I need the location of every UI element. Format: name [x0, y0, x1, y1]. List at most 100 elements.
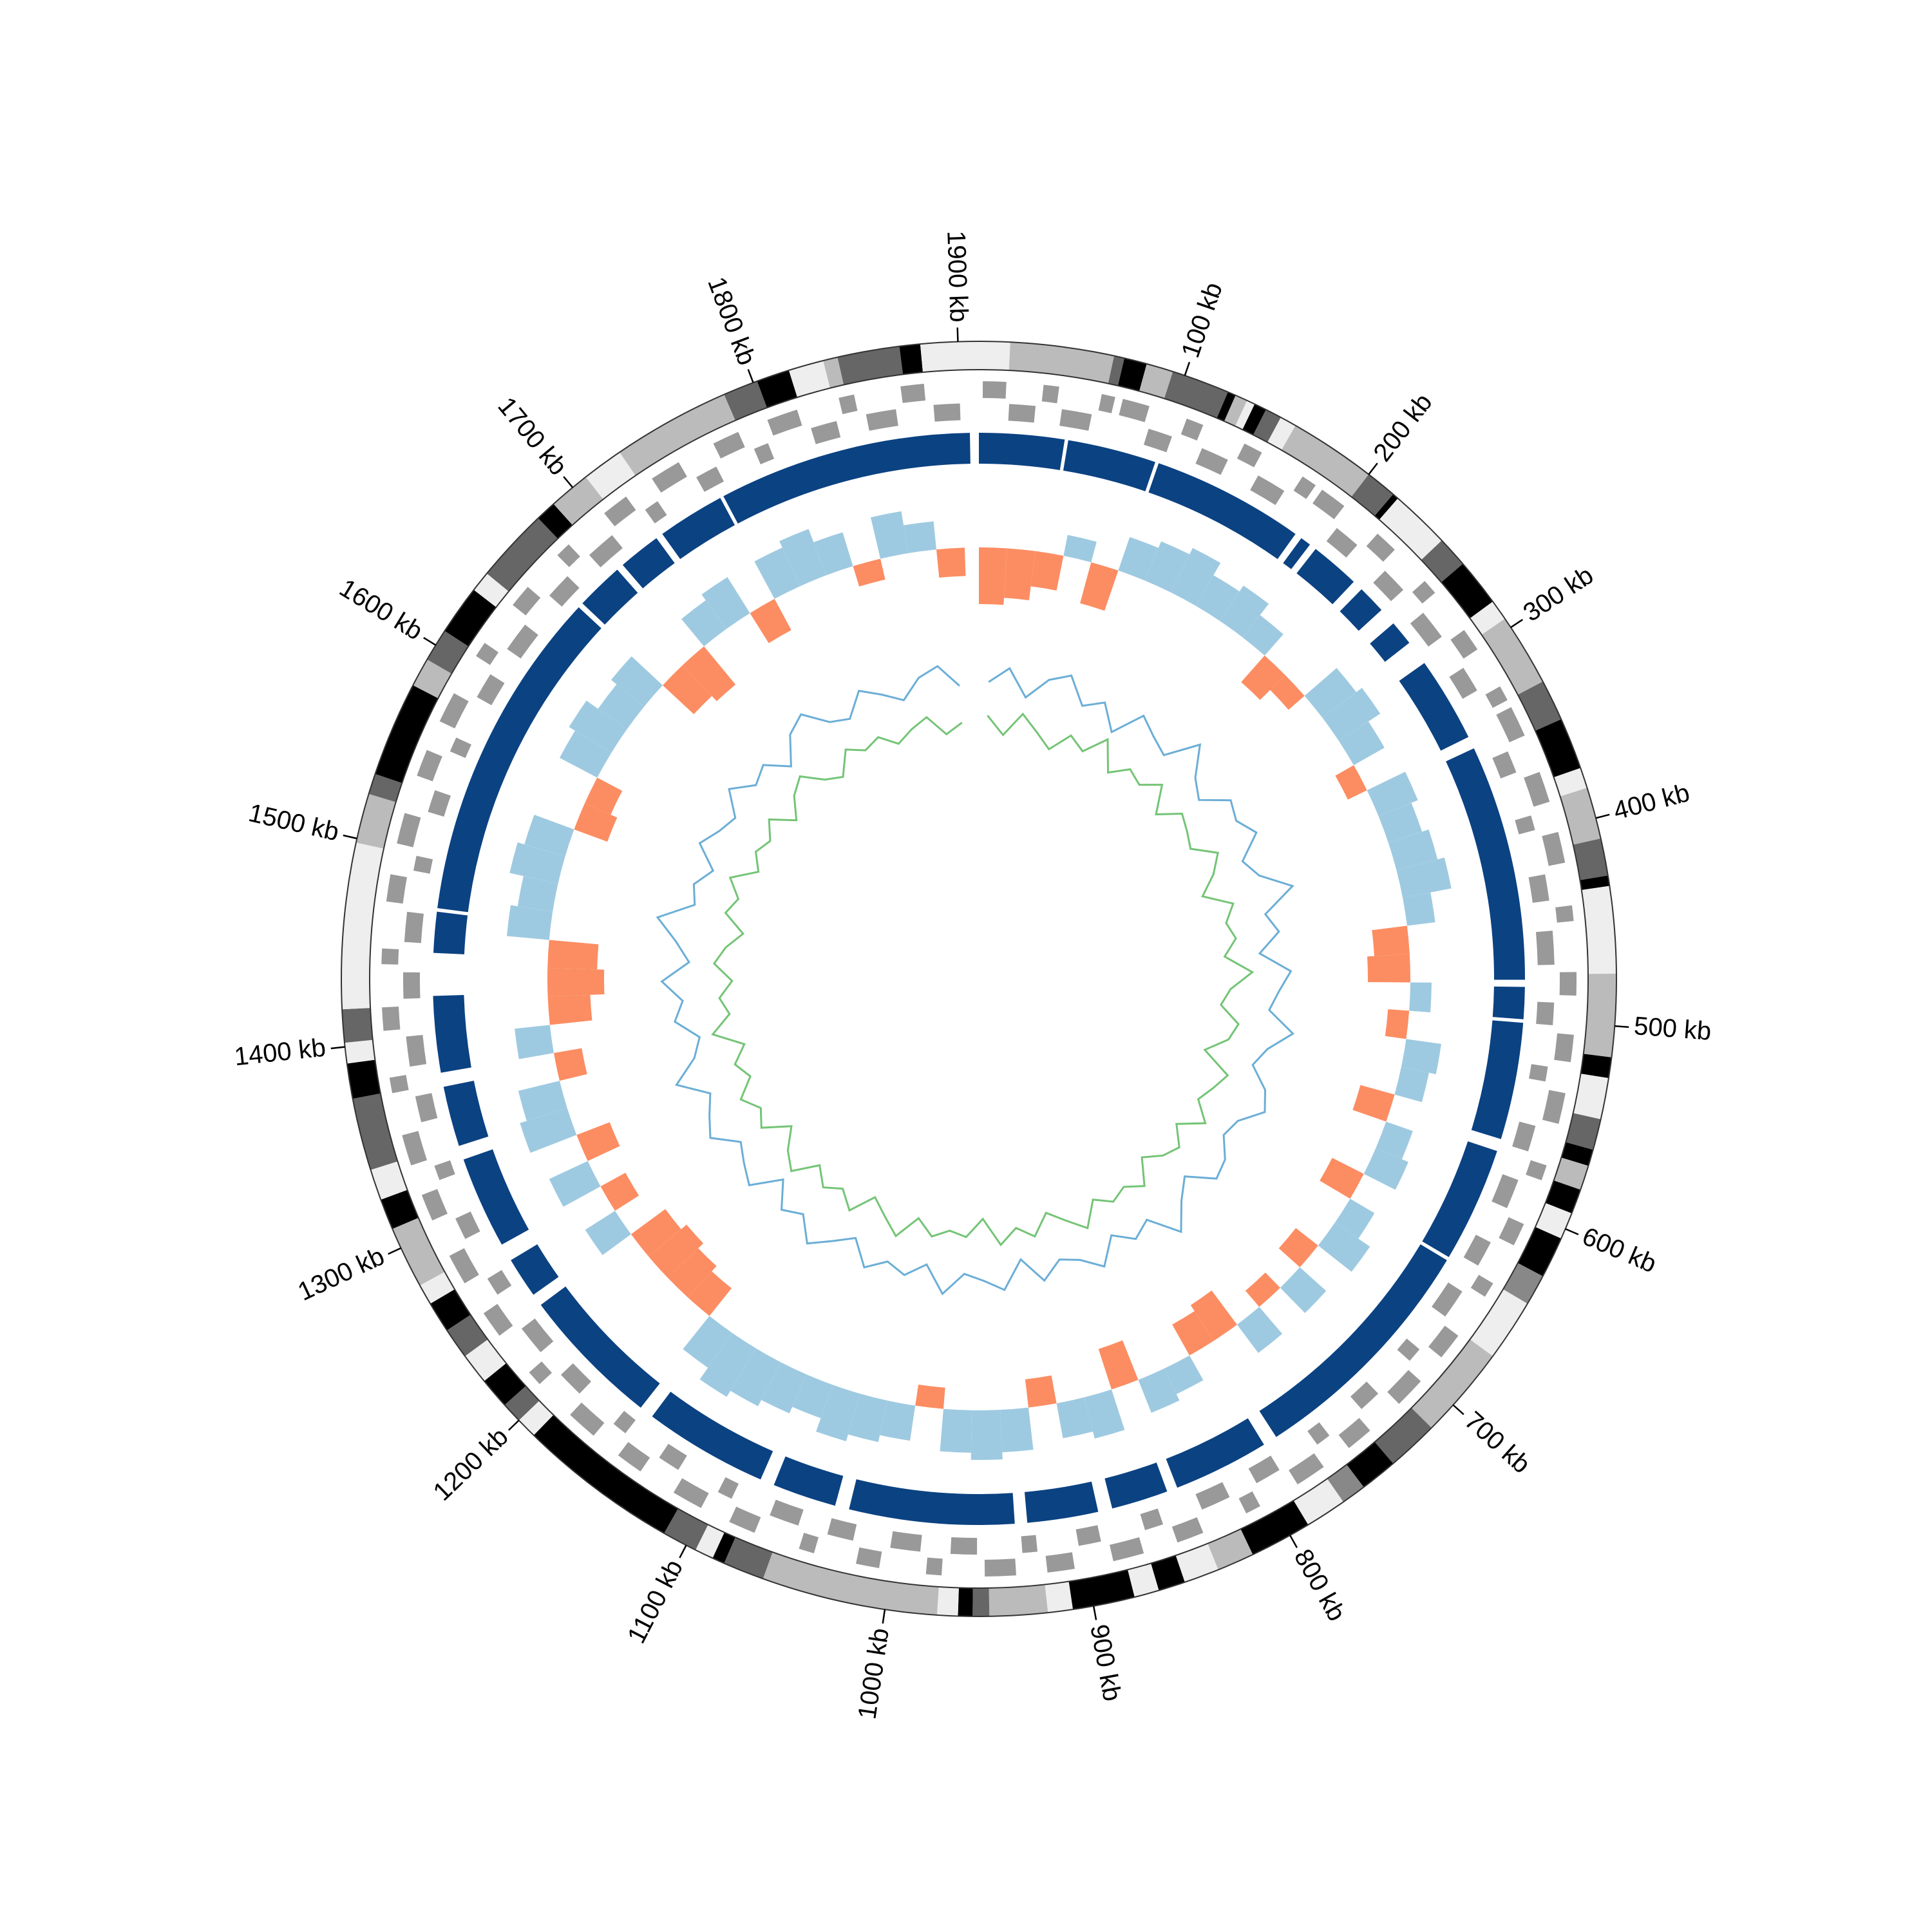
block	[433, 911, 468, 954]
gene	[413, 855, 433, 874]
band	[1561, 1142, 1593, 1166]
band	[1151, 1555, 1185, 1591]
skew-bar	[1242, 615, 1283, 656]
tick-mark	[330, 1046, 345, 1050]
gene	[476, 643, 499, 665]
skew-bar	[1241, 655, 1285, 700]
skew-bar	[1385, 1009, 1410, 1039]
gene	[1555, 905, 1574, 923]
gene	[382, 1007, 401, 1031]
gene	[1432, 1282, 1463, 1317]
band	[696, 1524, 724, 1558]
gene	[389, 1075, 409, 1094]
band	[1327, 1464, 1364, 1502]
block	[1166, 1418, 1264, 1488]
band	[823, 357, 844, 388]
skew-bar	[585, 777, 623, 815]
skew-bar	[1056, 1397, 1094, 1439]
skew-bar	[1138, 1368, 1180, 1413]
tick-mark	[343, 834, 357, 840]
skew-bar	[1170, 547, 1221, 606]
tick-mark	[747, 369, 754, 383]
gene	[1326, 527, 1358, 558]
gene	[1098, 393, 1115, 413]
block	[1446, 748, 1525, 980]
gene	[717, 1477, 739, 1499]
gene	[645, 501, 667, 524]
gene	[386, 874, 407, 904]
skew-bar	[792, 1374, 833, 1419]
block	[622, 538, 675, 589]
band	[1545, 1180, 1581, 1214]
skew-bar	[1025, 1375, 1057, 1408]
skew-bar	[699, 1332, 756, 1397]
band	[788, 360, 830, 397]
gene	[1338, 1417, 1370, 1448]
gene	[1554, 1033, 1574, 1063]
gene	[866, 409, 898, 431]
tick-mark	[1184, 361, 1191, 376]
skew-bar	[1144, 541, 1190, 592]
tick-mark	[882, 1609, 886, 1624]
gene	[982, 381, 1007, 399]
skew-bar	[1396, 857, 1452, 898]
gene	[1463, 1235, 1491, 1266]
gene	[1492, 751, 1517, 779]
band	[1242, 404, 1266, 435]
gene	[1526, 1160, 1547, 1180]
gene	[381, 948, 399, 965]
band	[1535, 1202, 1572, 1239]
block	[1024, 1481, 1099, 1523]
gene	[1412, 581, 1435, 604]
skew-bar	[880, 1400, 916, 1441]
band	[1470, 601, 1505, 635]
tick-mark	[1510, 619, 1524, 629]
gene	[811, 421, 841, 444]
gene	[1041, 384, 1059, 404]
band	[392, 1217, 445, 1286]
gene	[477, 674, 505, 706]
skew-bar	[1338, 721, 1385, 766]
skew-bar	[853, 558, 886, 587]
skew-bar	[1098, 1340, 1139, 1390]
block	[723, 433, 971, 524]
gene	[1470, 1274, 1493, 1297]
tick-mark	[1565, 1228, 1579, 1236]
block	[582, 569, 638, 625]
skew-bar	[683, 646, 736, 701]
tick-mark	[1452, 1404, 1464, 1416]
band	[1374, 1408, 1432, 1464]
block	[1259, 1244, 1447, 1437]
band	[538, 504, 573, 539]
skew-bar	[979, 547, 1008, 605]
gene	[421, 1189, 448, 1221]
gene	[570, 1402, 605, 1436]
gene	[450, 737, 471, 758]
skew-bar	[915, 1385, 945, 1409]
tick-mark	[1289, 1535, 1298, 1548]
skew-bar	[936, 547, 966, 578]
gene	[1250, 475, 1285, 506]
gene	[1140, 1508, 1164, 1530]
gene	[799, 1533, 819, 1553]
band	[712, 1532, 735, 1564]
gene	[1492, 1174, 1519, 1208]
gene	[1008, 404, 1036, 423]
band	[920, 341, 979, 373]
block	[773, 1456, 844, 1506]
gene	[1515, 815, 1535, 835]
skew-bar	[600, 1173, 639, 1211]
gene	[1045, 1552, 1075, 1573]
line-series	[711, 712, 1255, 1247]
tick-mark	[1368, 462, 1378, 475]
band	[1235, 400, 1255, 430]
gene	[1410, 612, 1442, 647]
gene	[1312, 489, 1345, 520]
band	[344, 1039, 375, 1064]
band	[1573, 838, 1608, 880]
skew-bar	[509, 842, 565, 884]
band	[427, 630, 469, 674]
gene	[1350, 1381, 1379, 1409]
gene	[589, 535, 623, 568]
